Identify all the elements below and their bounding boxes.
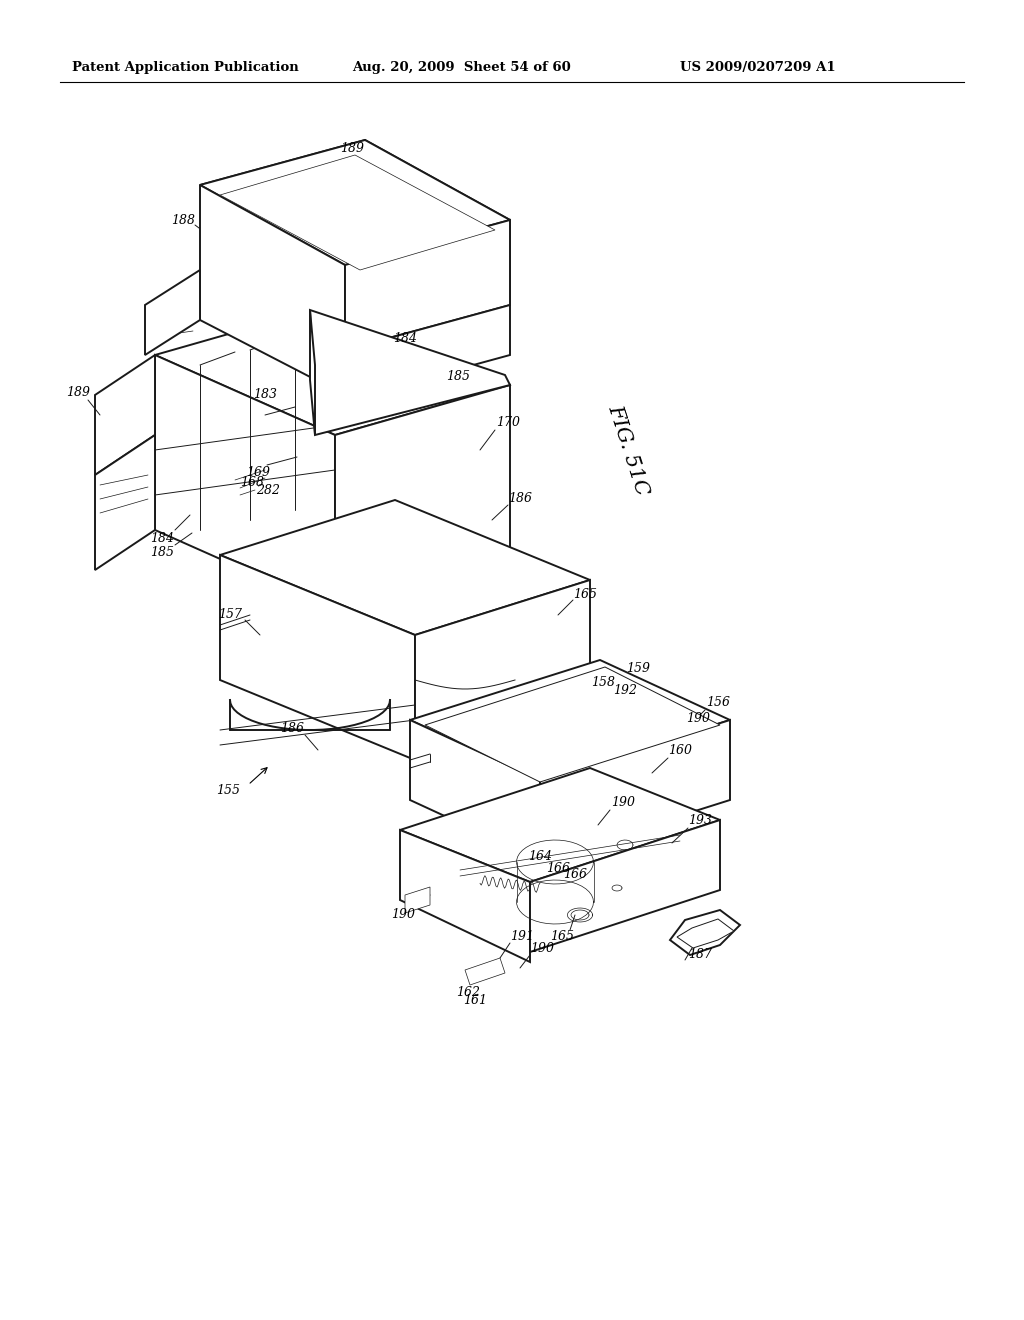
Text: 187: 187 xyxy=(688,949,712,961)
Text: 166: 166 xyxy=(563,869,587,882)
Polygon shape xyxy=(95,355,155,475)
Polygon shape xyxy=(345,305,510,400)
Text: 162: 162 xyxy=(456,986,480,998)
Polygon shape xyxy=(310,310,315,436)
Polygon shape xyxy=(155,355,335,610)
Polygon shape xyxy=(410,660,730,780)
Polygon shape xyxy=(200,140,510,265)
Text: 190: 190 xyxy=(611,796,635,809)
Polygon shape xyxy=(345,220,510,350)
Polygon shape xyxy=(406,887,430,913)
Polygon shape xyxy=(335,385,510,610)
Polygon shape xyxy=(310,310,510,436)
Text: 189: 189 xyxy=(66,387,90,400)
Polygon shape xyxy=(425,667,720,781)
Text: Patent Application Publication: Patent Application Publication xyxy=(72,62,299,74)
Polygon shape xyxy=(220,554,415,760)
Text: Aug. 20, 2009  Sheet 54 of 60: Aug. 20, 2009 Sheet 54 of 60 xyxy=(352,62,570,74)
Polygon shape xyxy=(220,154,495,271)
Text: 170: 170 xyxy=(496,417,520,429)
Text: 158: 158 xyxy=(591,676,615,689)
Polygon shape xyxy=(400,768,720,882)
Text: 190: 190 xyxy=(391,908,415,921)
Text: 184: 184 xyxy=(393,331,417,345)
Text: 193: 193 xyxy=(688,814,712,828)
Text: 185: 185 xyxy=(446,370,470,383)
Text: 159: 159 xyxy=(626,661,650,675)
Text: 169: 169 xyxy=(246,466,270,479)
Polygon shape xyxy=(410,719,540,861)
Text: 190: 190 xyxy=(686,711,710,725)
Text: 183: 183 xyxy=(253,388,278,401)
Text: 191: 191 xyxy=(510,929,534,942)
Text: 282: 282 xyxy=(256,483,280,496)
Polygon shape xyxy=(200,185,345,395)
Text: 192: 192 xyxy=(613,684,637,697)
Text: 186: 186 xyxy=(280,722,304,734)
Polygon shape xyxy=(95,436,155,570)
Polygon shape xyxy=(400,830,530,962)
Text: 188: 188 xyxy=(171,214,195,227)
Text: 155: 155 xyxy=(216,784,240,796)
Text: 168: 168 xyxy=(240,475,264,488)
Polygon shape xyxy=(670,909,740,954)
Text: 189: 189 xyxy=(340,141,364,154)
Polygon shape xyxy=(677,919,734,948)
Polygon shape xyxy=(145,271,200,355)
Text: 184: 184 xyxy=(150,532,174,544)
Text: 164: 164 xyxy=(528,850,552,863)
Text: 165: 165 xyxy=(573,589,597,602)
Text: 156: 156 xyxy=(706,697,730,710)
Text: FIG. 51C: FIG. 51C xyxy=(604,403,651,498)
Text: 166: 166 xyxy=(546,862,570,874)
Text: 185: 185 xyxy=(150,545,174,558)
Text: 165: 165 xyxy=(550,931,574,944)
Text: 157: 157 xyxy=(218,609,242,622)
Polygon shape xyxy=(220,500,590,635)
Text: 186: 186 xyxy=(508,491,532,504)
Polygon shape xyxy=(540,719,730,861)
Text: 161: 161 xyxy=(463,994,487,1007)
Polygon shape xyxy=(155,305,510,436)
Text: 160: 160 xyxy=(668,744,692,758)
Polygon shape xyxy=(530,820,720,952)
Text: US 2009/0207209 A1: US 2009/0207209 A1 xyxy=(680,62,836,74)
Polygon shape xyxy=(415,579,590,760)
Text: 190: 190 xyxy=(530,941,554,954)
Polygon shape xyxy=(465,958,505,985)
